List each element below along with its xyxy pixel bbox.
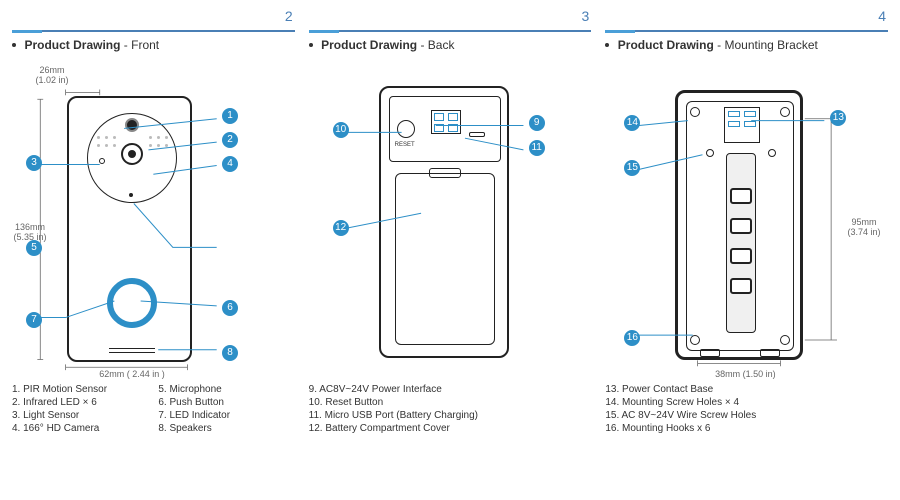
page-number: 4 <box>878 8 886 24</box>
device-back: RESET <box>379 86 509 358</box>
legend-item: 16. Mounting Hooks x 6 <box>605 423 888 434</box>
callout-5: 5 <box>26 240 42 256</box>
battery-cover-icon <box>395 173 495 345</box>
dim-bottom-width: 38mm (1.50 in) <box>695 370 795 380</box>
mounting-hook-icon <box>730 248 752 264</box>
legend-bracket: 13. Power Contact Base 14. Mounting Scre… <box>605 384 888 434</box>
legend-item: 5. Microphone <box>158 384 294 395</box>
callout-12: 12 <box>333 220 349 236</box>
callout-8: 8 <box>222 345 238 361</box>
reset-label: RESET <box>395 142 415 148</box>
mounting-bracket <box>675 90 803 360</box>
dim-bottom-width: 62mm ( 2.44 in ) <box>72 370 192 380</box>
panel-title: Product Drawing <box>618 38 714 52</box>
panel-title: Product Drawing <box>24 38 120 52</box>
center-channel <box>726 153 756 333</box>
callout-1: 1 <box>222 108 238 124</box>
callout-2: 2 <box>222 132 238 148</box>
pir-sensor-icon <box>125 118 139 132</box>
legend-item: 1. PIR Motion Sensor <box>12 384 148 395</box>
legend-item: 14. Mounting Screw Holes × 4 <box>605 397 888 408</box>
panel-header: Product Drawing - Mounting Bracket <box>605 30 888 54</box>
legend-item: 2. Infrared LED × 6 <box>12 397 148 408</box>
legend-item: 3. Light Sensor <box>12 410 148 421</box>
callout-9: 9 <box>529 115 545 131</box>
legend-item: 9. AC8V~24V Power Interface <box>309 384 592 395</box>
panel-subtitle: - Back <box>417 38 454 52</box>
legend-item: 13. Power Contact Base <box>605 384 888 395</box>
legend-front: 1. PIR Motion Sensor 2. Infrared LED × 6… <box>12 384 295 438</box>
panel-bracket: 4 Product Drawing - Mounting Bracket 95m… <box>605 30 888 440</box>
page-number: 2 <box>285 8 293 24</box>
mounting-hook-icon <box>730 188 752 204</box>
power-interface-icon <box>431 110 461 134</box>
legend-item: 11. Micro USB Port (Battery Charging) <box>309 410 592 421</box>
callout-4: 4 <box>222 156 238 172</box>
panel-subtitle: - Front <box>120 38 159 52</box>
bracket-foot <box>760 349 780 357</box>
callout-6: 6 <box>222 300 238 316</box>
ir-led-left <box>97 136 115 160</box>
legend-item: 8. Speakers <box>158 423 294 434</box>
panel-header: Product Drawing - Front <box>12 30 295 54</box>
callout-10: 10 <box>333 122 349 138</box>
page-number: 3 <box>582 8 590 24</box>
callout-14: 14 <box>624 115 640 131</box>
legend-back: 9. AC8V~24V Power Interface 10. Reset Bu… <box>309 384 592 434</box>
power-contact-base-icon <box>724 107 760 143</box>
device-front <box>67 96 192 362</box>
callout-15: 15 <box>624 160 640 176</box>
callout-13: 13 <box>830 110 846 126</box>
panel-title: Product Drawing <box>321 38 417 52</box>
panel-back: 3 Product Drawing - Back RESET <box>309 30 592 440</box>
callout-11: 11 <box>529 140 545 156</box>
legend-item: 12. Battery Compartment Cover <box>309 423 592 434</box>
reset-button-icon <box>397 120 415 138</box>
bracket-drawing: 95mm(3.74 in) 38mm (1.50 in) <box>605 68 888 378</box>
mounting-hook-icon <box>730 218 752 234</box>
mounting-hook-icon <box>730 278 752 294</box>
bracket-foot <box>700 349 720 357</box>
legend-item: 4. 166° HD Camera <box>12 423 148 434</box>
dim-side-height: 95mm(3.74 in) <box>842 218 886 238</box>
front-drawing: 26mm(1.02 in) 136mm(5.35 in) 62mm ( 2.44… <box>12 68 295 378</box>
usb-port-icon <box>469 132 485 137</box>
dim-top-width: 26mm(1.02 in) <box>32 66 72 86</box>
panel-header: Product Drawing - Back <box>309 30 592 54</box>
callout-16: 16 <box>624 330 640 346</box>
panel-subtitle: - Mounting Bracket <box>714 38 818 52</box>
legend-item: 6. Push Button <box>158 397 294 408</box>
legend-item: 15. AC 8V~24V Wire Screw Holes <box>605 410 888 421</box>
push-button-icon <box>107 278 157 328</box>
cover-tab <box>429 168 461 178</box>
callout-7: 7 <box>26 312 42 328</box>
camera-icon <box>121 143 143 165</box>
microphone-icon <box>129 193 133 197</box>
callout-3: 3 <box>26 155 42 171</box>
legend-item: 10. Reset Button <box>309 397 592 408</box>
panel-front: 2 Product Drawing - Front 26mm(1.02 in) … <box>12 30 295 440</box>
ir-led-right <box>149 136 167 160</box>
legend-item: 7. LED Indicator <box>158 410 294 421</box>
back-drawing: RESET 10 9 11 12 <box>309 68 592 378</box>
